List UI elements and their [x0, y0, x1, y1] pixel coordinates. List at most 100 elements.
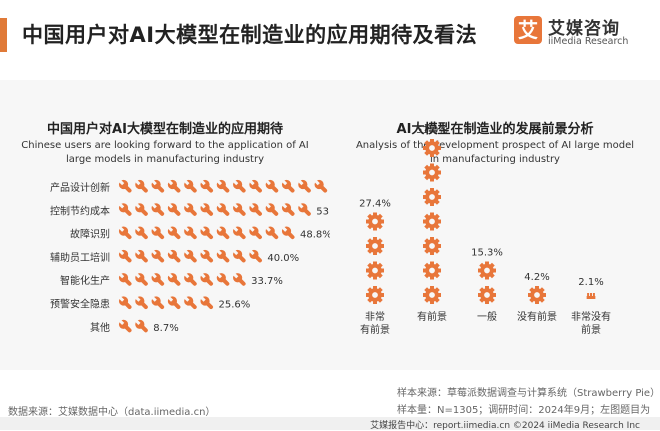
wrench-icon: [183, 226, 197, 240]
logo-name-en: iiMedia Research: [548, 36, 629, 47]
wrench-icon: [118, 226, 132, 240]
category-label: 辅助员工培训: [50, 251, 110, 264]
wrench-icon: [232, 226, 246, 240]
wrench-icon: [167, 249, 181, 263]
wrench-icon: [248, 226, 262, 240]
footer-brand: 艾媒报告中心：report.iimedia.cn ©2024 iiMedia R…: [370, 421, 640, 431]
category-label: 故障识别: [70, 228, 110, 241]
value-label: 8.7%: [153, 323, 178, 334]
wrench-icon: [183, 202, 197, 216]
right-chart-title: AI大模型在制造业的发展前景分析: [396, 122, 594, 137]
wrench-icon: [151, 179, 165, 193]
data-source: 数据来源：艾媒数据中心（data.iimedia.cn）: [8, 407, 216, 418]
wrench-icon: [281, 202, 295, 216]
left-chart-title: 中国用户对AI大模型在制造业的应用期待: [47, 122, 283, 137]
wrench-icon: [134, 202, 148, 216]
wrench-icon: [248, 249, 262, 263]
wrench-icon: [200, 249, 214, 263]
wrench-icon: [118, 296, 132, 310]
wrench-icon: [167, 179, 181, 193]
category-label: 一般: [477, 310, 497, 323]
wrench-icon: [297, 179, 311, 193]
wrench-icon: [216, 249, 230, 263]
left-chart-subtitle: Chinese users are looking forward to the…: [21, 140, 309, 165]
gear-icon: [366, 286, 384, 304]
category-label: 智能化生产: [60, 274, 110, 287]
wrench-icon: [216, 226, 230, 240]
wrench-icon: [118, 179, 132, 193]
category-label: 非常没有前景: [571, 310, 611, 336]
category-label: 预警安全隐患: [50, 298, 110, 311]
wrench-icon: [151, 296, 165, 310]
wrench-icon: [134, 226, 148, 240]
page-title: 中国用户对AI大模型在制造业的应用期待及看法: [22, 23, 478, 47]
wrench-icon: [216, 202, 230, 216]
gear-icon: [423, 188, 441, 206]
value-label: 33.7%: [251, 276, 283, 287]
wrench-icon: [118, 249, 132, 263]
wrench-icon: [232, 202, 246, 216]
left-chart-panel: 中国用户对AI大模型在制造业的应用期待 Chinese users are lo…: [0, 80, 330, 370]
gear-icon: [528, 286, 546, 304]
wrench-icon: [167, 296, 181, 310]
wrench-icon: [167, 226, 181, 240]
gear-icon: [423, 163, 441, 182]
wrench-icon: [183, 272, 197, 286]
wrench-icon: [265, 202, 279, 216]
wrench-icon: [151, 226, 165, 240]
wrench-icon: [232, 249, 246, 263]
wrench-icon: [151, 249, 165, 263]
gear-icon: [423, 237, 441, 255]
category-label: 非常有前景: [360, 310, 390, 336]
gear-icon: [423, 261, 441, 280]
category-label: 产品设计创新: [50, 181, 110, 194]
gear-icon: [366, 212, 384, 231]
wrench-icon: [216, 179, 230, 193]
gear-icon: [423, 212, 441, 231]
wrench-icon: [232, 179, 246, 193]
value-label: 4.2%: [524, 272, 549, 283]
category-label: 有前景: [417, 310, 447, 323]
gear-icon: [478, 286, 496, 304]
value-label: 2.1%: [578, 277, 603, 288]
wrench-icon: [134, 272, 148, 286]
title-accent-bar: [0, 18, 7, 52]
wrench-icon: [200, 226, 214, 240]
wrench-icon: [200, 272, 214, 286]
wrench-icon: [248, 179, 262, 193]
gear-fragment-icon: [586, 293, 596, 299]
logo-mark: 艾: [514, 16, 542, 44]
wrench-icon: [183, 179, 197, 193]
wrench-icon: [200, 179, 214, 193]
left-chart: 产品设计创新57.3%控制节约成本53.4%故障识别48.8%辅助员工培训40.…: [50, 179, 330, 334]
category-label: 控制节约成本: [50, 204, 110, 217]
value-label: 51.0%: [416, 125, 448, 136]
wrench-icon: [134, 296, 148, 310]
value-label: 15.3%: [471, 248, 503, 259]
wrench-icon: [265, 179, 279, 193]
wrench-icon: [134, 249, 148, 263]
wrench-icon: [248, 202, 262, 216]
wrench-icon: [134, 179, 148, 193]
wrench-icon: [200, 296, 214, 310]
gear-icon: [478, 261, 496, 280]
wrench-icon: [167, 202, 181, 216]
wrench-icon: [183, 249, 197, 263]
wrench-icon: [314, 179, 328, 193]
right-chart: 27.4% 非常有前景 51.0% 有前景 15.3% 一般 4.2% 没有前景 2.1% 非常没…: [359, 125, 611, 336]
wrench-icon: [281, 226, 295, 240]
wrench-icon: [167, 272, 181, 286]
gear-icon: [366, 237, 384, 255]
logo-name-cn: 艾媒咨询: [548, 19, 620, 39]
gear-icon: [423, 286, 441, 304]
value-label: 53.4%: [316, 206, 330, 217]
gear-icon: [423, 139, 441, 157]
right-chart-panel: AI大模型在制造业的发展前景分析 Analysis of the develop…: [330, 80, 660, 370]
wrench-icon: [134, 319, 148, 333]
wrench-icon: [281, 179, 295, 193]
wrench-icon: [216, 272, 230, 286]
wrench-icon: [151, 202, 165, 216]
value-label: 25.6%: [219, 300, 251, 311]
wrench-icon: [232, 272, 246, 286]
value-label: 27.4%: [359, 199, 391, 210]
